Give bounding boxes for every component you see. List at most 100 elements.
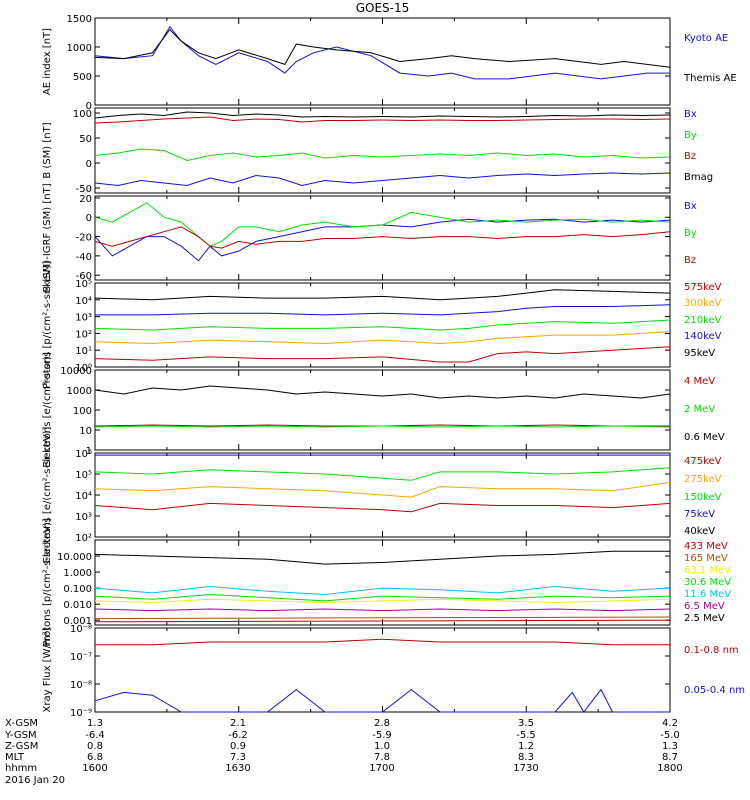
x-axis-value: 1800: [657, 763, 682, 774]
x-axis-value: 8.7: [662, 752, 678, 763]
panel-frame: [94, 17, 671, 106]
y-axis-label: Protons [p/(cm²-s-sr-keV)]: [42, 261, 53, 389]
y-tick-label: 10⁻⁸: [70, 624, 92, 635]
y-tick-label: 1000: [67, 43, 92, 54]
panel-7: 0.001 0.010 0.100 1.000 10.000 Protons [p/(cm…: [42, 518, 731, 646]
legend-entry: Bz: [684, 151, 696, 162]
x-axis-row-label: hhmm: [5, 763, 37, 774]
x-axis-value: 2.1: [230, 718, 246, 729]
legend-entry: 40keV: [684, 526, 715, 537]
y-axis-label: Protons [p/(cm²-s-sr-keV)]: [42, 518, 53, 646]
y-tick-label: 0.001: [63, 616, 92, 627]
series-line: [94, 593, 671, 602]
y-tick-label: 10¹: [75, 346, 92, 357]
y-tick-label: -60: [76, 271, 92, 282]
x-axis-value: 0.8: [87, 741, 103, 752]
y-tick-label: 10⁰: [75, 363, 92, 374]
y-tick-label: 10³: [75, 512, 92, 523]
series-line: [94, 289, 671, 301]
series-line: [94, 202, 671, 247]
figure-title: GOES-15: [356, 1, 410, 15]
y-tick-label: 10.000: [57, 552, 92, 563]
x-axis-value: 4.2: [662, 718, 678, 729]
x-axis-value: -5.9: [372, 730, 392, 741]
y-axis-label: B (SM) [nT]: [42, 122, 53, 178]
legend-entry: 140keV: [684, 331, 722, 342]
y-tick-label: -40: [76, 252, 92, 263]
y-tick-label: 0: [86, 159, 92, 170]
legend-entry: 75keV: [684, 509, 715, 520]
series-line: [94, 688, 670, 713]
x-axis-value: 1730: [513, 763, 538, 774]
y-tick-label: -50: [76, 184, 92, 195]
x-axis-value: 1600: [82, 763, 107, 774]
legend-entry: 30.6 MeV: [684, 577, 731, 588]
legend-entry: 4 MeV: [684, 376, 715, 387]
x-axis-value: -5.5: [516, 730, 536, 741]
x-axis-value: -6.2: [228, 730, 248, 741]
series-line: [94, 619, 671, 623]
x-axis-row-label: MLT: [5, 752, 25, 763]
y-tick-label: 10²: [75, 533, 92, 544]
y-tick-label: 10⁻⁹: [70, 708, 92, 719]
legend-entry: Bx: [684, 201, 697, 212]
y-tick-label: 10⁵: [75, 470, 92, 481]
series-line: [95, 304, 671, 316]
x-axis-value: 1700: [369, 763, 394, 774]
x-axis-row-label: Z-GSM: [5, 741, 38, 752]
x-axis-value: 3.5: [518, 718, 534, 729]
legend-entry: By: [684, 228, 697, 239]
y-axis-label: Electrons [e/(cm²-s-sr-keV)]: [42, 426, 53, 563]
series-line: [94, 425, 671, 428]
panel-4: 10⁰ 10¹ 10² 10³ 10⁴ 10⁵ Protons [p/(cm²-s-sr-k…: [42, 261, 722, 389]
y-tick-label: 10⁴: [75, 296, 92, 307]
legend-entry: 2.5 MeV: [684, 613, 725, 624]
panel-frame: [94, 282, 671, 368]
series-line: [94, 172, 671, 187]
series-line: [94, 111, 671, 119]
x-axis-value: 0.9: [230, 741, 246, 752]
series-line: [94, 346, 671, 363]
y-tick-label: 10³: [75, 313, 92, 324]
y-axis-label: B (SM)-IGRF (SM) [nT]: [42, 183, 53, 292]
date-label: 2016 Jan 20: [5, 775, 65, 786]
series-line: [94, 467, 671, 481]
legend-entry: 575keV: [684, 282, 722, 293]
series-line: [94, 25, 670, 80]
x-axis-value: 1.3: [87, 718, 103, 729]
panel-6: 10² 10³ 10⁴ 10⁵ 10⁶ Electrons [e/(cm²-s-sr-ke…: [42, 426, 722, 563]
x-axis-value: -6.4: [85, 730, 105, 741]
y-tick-label: 10⁻⁷: [70, 652, 92, 663]
y-tick-label: 0.100: [63, 584, 92, 595]
y-tick-label: -20: [76, 233, 92, 244]
x-axis-value: 6.8: [87, 752, 103, 763]
series-line: [94, 28, 671, 68]
series-line: [94, 385, 671, 399]
legend-entry: 475keV: [684, 456, 722, 467]
x-axis-value: 7.8: [374, 752, 390, 763]
legend-entry: 433 MeV: [684, 541, 728, 552]
series-line: [94, 116, 671, 124]
legend-entry: 165 MeV: [684, 553, 728, 564]
panel-frame: [94, 369, 671, 451]
y-tick-label: 100: [73, 406, 92, 417]
x-axis-row-label: Y-GSM: [4, 730, 37, 741]
y-tick-label: 20: [79, 194, 92, 205]
series-line: [94, 218, 671, 262]
y-tick-label: 10²: [75, 329, 92, 340]
legend-entry: Kyoto AE: [684, 33, 728, 44]
series-line: [94, 331, 671, 345]
y-tick-label: 100: [73, 109, 92, 120]
series-line: [95, 638, 670, 646]
series-line: [94, 598, 671, 604]
legend-entry: 300keV: [684, 298, 722, 309]
y-tick-label: 50: [79, 134, 92, 145]
y-axis-label: Electrons [e/(cm²-s-sr)]: [42, 352, 53, 468]
x-axis-table: X-GSM 1.3 2.1 2.8 3.5 4.2 Y-GSM -6.4 -6.2 -5.9 -5.…: [4, 718, 683, 774]
x-axis-value: 1630: [225, 763, 250, 774]
legend-entry: Bx: [684, 109, 697, 120]
y-tick-label: 10⁵: [75, 279, 92, 290]
x-axis-value: 7.3: [230, 752, 246, 763]
legend-entry: 275keV: [684, 474, 722, 485]
panel-5: 1 10 100 1000 10000 Electrons [e/(cm²-s-sr)] 4…: [42, 352, 725, 468]
